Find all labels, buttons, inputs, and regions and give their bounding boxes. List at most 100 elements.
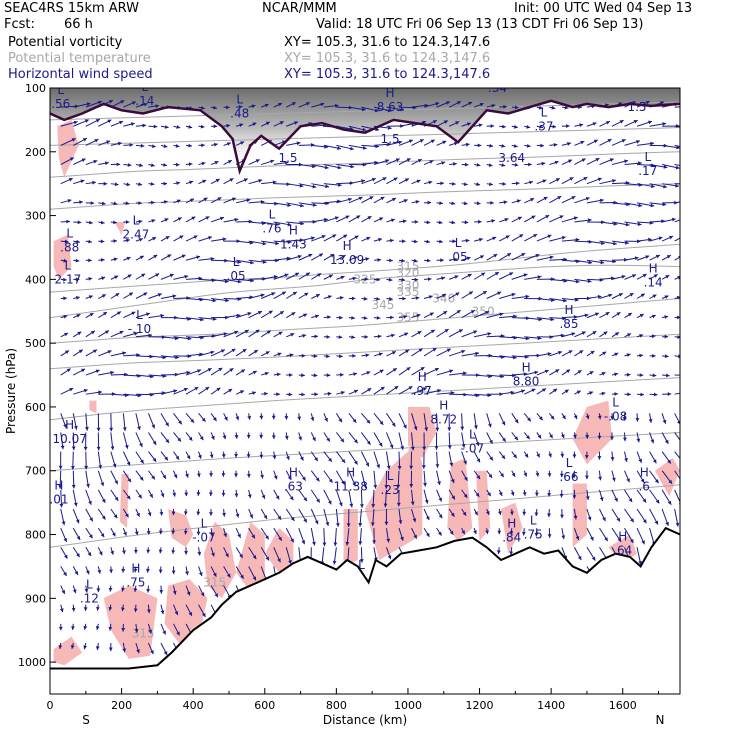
wind-arrowhead [328,457,332,462]
wind-arrowhead [393,177,398,181]
wind-arrowhead [275,495,280,500]
wind-arrowhead [126,238,130,243]
wind-arrowhead [150,182,155,186]
wind-arrowhead [633,120,638,124]
wind-arrowhead [255,159,260,163]
wind-arrowhead [667,392,672,396]
extremum-letter: H [346,466,355,480]
wind-arrowhead [108,626,113,631]
wind-arrowhead [217,197,222,201]
wind-arrowhead [547,513,551,517]
wind-arrowhead [228,389,233,393]
wind-arrowhead [590,536,594,541]
wind-arrowhead [64,332,69,337]
wind-arrowhead [352,276,357,281]
wind-arrowhead [252,576,256,581]
wind-arrowhead [439,239,443,244]
wind-arrowhead [430,139,435,144]
extremum-letter: L [494,67,501,81]
wind-arrowhead [509,531,514,535]
wind-arrowhead [88,500,92,505]
theta-label: 315 [203,575,226,589]
wind-arrowhead [446,101,450,105]
wind-arrowhead [571,196,576,200]
plot-frame [49,87,681,695]
wind-vector [674,125,680,128]
wind-arrowhead [545,215,550,219]
wind-arrowhead [139,255,144,260]
wind-arrowhead [464,220,469,225]
wind-arrowhead [181,254,186,259]
wind-arrowhead [186,591,191,596]
wind-arrowhead [71,626,75,630]
wind-arrowhead [207,368,212,372]
wind-arrowhead [240,574,244,579]
theta-line [50,298,680,344]
wind-arrowhead [463,182,468,186]
wind-arrowhead [547,493,552,497]
wind-arrowhead [165,236,170,240]
wind-arrowhead [122,351,126,356]
pv-area [114,222,126,235]
wind-arrowhead [503,200,508,205]
pv-area [408,406,437,458]
wind-arrowhead [77,331,82,336]
wind-arrowhead [236,313,241,318]
wind-arrowhead [511,292,516,297]
wind-arrowhead [247,415,252,420]
wind-arrowhead [468,101,473,106]
wind-arrowhead [69,157,74,161]
wind-arrowhead [432,348,437,352]
y-axis-label: Pressure (hPa) [4,348,18,434]
wind-arrowhead [424,427,429,432]
wind-arrowhead [82,138,87,142]
wind-arrowhead [371,504,376,508]
wind-arrowhead [391,333,395,338]
wind-arrowhead [489,143,494,148]
wind-arrowhead [159,511,164,516]
wind-arrowhead [213,142,218,147]
extremum-value: .12 [80,591,99,605]
wind-arrowhead [605,312,610,316]
wind-arrowhead [537,275,542,279]
wind-arrowhead [624,159,628,164]
wind-arrowhead [294,121,298,125]
wind-arrowhead [376,316,381,320]
wind-arrowhead [110,550,114,555]
extremum-letter: H [343,239,352,253]
extremum-value: .63 [284,480,303,494]
wind-arrowhead [625,222,630,227]
wind-arrowhead [630,518,634,523]
wind-arrowhead [63,424,67,428]
extremum-value: .34 [488,81,507,95]
extremum-value: .75 [524,528,543,542]
wind-arrowhead [413,426,418,431]
wind-arrowhead [664,334,669,339]
wind-arrowhead [234,217,239,222]
wind-arrowhead [125,220,130,224]
extremum-value: 1.5 [627,100,646,114]
wind-arrowhead [453,257,458,262]
extremum-letter: L [644,150,651,164]
wind-arrowhead [612,179,616,183]
wind-vector [674,219,680,223]
wind-arrowhead [209,492,213,496]
wind-arrowhead [446,348,451,353]
wind-arrowhead [298,436,302,441]
wind-arrowhead [101,498,106,503]
wind-arrowhead [139,443,143,447]
wind-arrowhead [549,255,554,260]
wind-arrowhead [83,446,88,451]
wind-arrowhead [655,254,660,259]
wind-arrowhead [485,530,489,535]
wind-arrowhead [473,330,478,334]
wind-arrowhead [466,256,471,261]
wind-arrowhead [597,294,602,299]
wind-arrowhead [95,369,100,374]
wind-arrowhead [306,102,310,106]
wind-arrowhead [142,123,147,128]
wind-arrowhead [437,481,441,485]
wind-arrowhead [162,630,166,635]
wind-arrowhead [614,497,618,502]
wind-arrowhead [585,415,590,420]
